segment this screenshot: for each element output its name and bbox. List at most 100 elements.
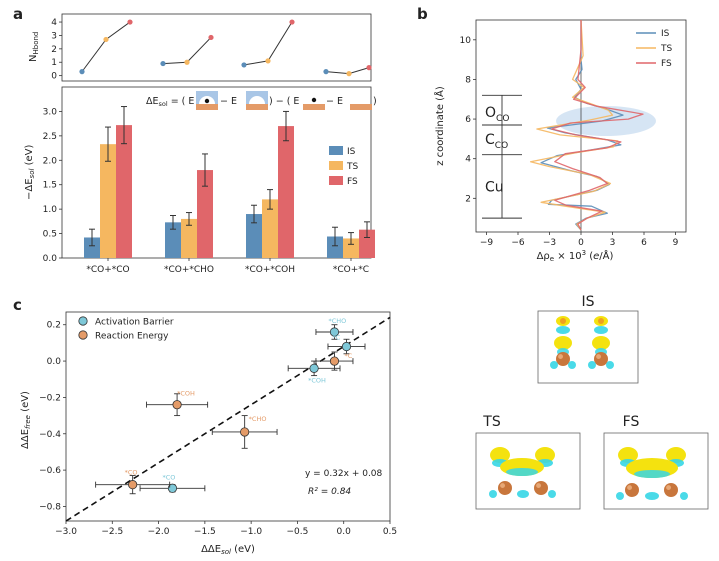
formula-minus-1: − E (220, 96, 237, 107)
isosurface (554, 336, 572, 350)
b-charge-density-plot: OCO CCO Cu −9 −6 −3 0 3 6 9 2 4 6 8 10 IS TS FS z coord… (433, 19, 687, 263)
c-ytick-label: 0.0 (47, 357, 62, 367)
c-point-label: *CHO (249, 415, 267, 423)
c-xtick-label: −2.5 (101, 527, 123, 537)
a-legend-label-FS: FS (347, 177, 358, 187)
isosurface (616, 492, 624, 500)
b-ytick-label: 6 (465, 115, 471, 125)
c-legend-label: Reaction Energy (95, 332, 169, 342)
bar-IS-3 (327, 236, 343, 258)
isosurface (560, 318, 566, 324)
c-xtick-label: −1.0 (240, 527, 262, 537)
bar-TS-1 (181, 218, 197, 258)
solvation-formula: ΔEsol = ( E − E ) − ( E − E (146, 91, 377, 110)
a-top-point (346, 71, 352, 77)
c-frame (65, 311, 391, 522)
a-top-frame (61, 13, 372, 82)
a-top-point (127, 19, 133, 25)
isosurface (556, 326, 570, 334)
isosurface (548, 490, 556, 498)
b-line-FS (550, 20, 644, 231)
bar-IS-0 (84, 237, 100, 258)
a-bottom-xtick-label: *CO+*C (333, 265, 369, 275)
isosurface (588, 361, 596, 369)
c-point (172, 400, 182, 410)
a-bottom-ytick-label: 1.5 (43, 181, 57, 191)
c-point (341, 341, 352, 352)
icon-surface-with-adsorbate-solvated (196, 91, 218, 110)
atom (556, 352, 570, 366)
a-top-point (366, 65, 372, 71)
c-legend-label: Activation Barrier (95, 318, 174, 328)
a-bottom-ytick-label: 2.5 (43, 132, 57, 142)
c-point-label: *CO (162, 473, 175, 481)
a-bottom-ytick-label: 3.0 (43, 107, 58, 117)
atom (625, 483, 639, 497)
bar-IS-2 (246, 214, 262, 258)
isosurface (592, 336, 610, 350)
a-top-ylabel: NHbond (28, 32, 40, 62)
b-ytick-label: 4 (465, 155, 471, 165)
bar-IS-1 (165, 222, 181, 258)
a-top-point (79, 69, 85, 75)
a-bottom-xtick-label: *CO+*CHO (164, 265, 214, 275)
isosurface (594, 326, 608, 334)
isosurface (568, 361, 576, 369)
isosurface (645, 492, 659, 500)
structure-render-ts (489, 447, 556, 498)
a-bottom-bar-chart: 0.0 0.5 1.0 1.5 2.0 2.5 3.0 *CO+*CO *CO+*CHO *CO… (24, 86, 377, 275)
bar-FS-2 (278, 126, 294, 258)
bar-TS-0 (100, 144, 116, 258)
c-ytick-label: −0.2 (39, 393, 61, 403)
atom-highlight (500, 483, 505, 488)
c-fit-r2: R² = 0.84 (308, 487, 351, 497)
c-ylabel: ΔΔEfree (eV) (20, 391, 32, 449)
b-legend-label-FS: FS (661, 59, 672, 69)
isosurface (606, 361, 614, 369)
a-top-ytick-label: 0 (51, 72, 57, 82)
isosurface (506, 468, 538, 476)
formula-mid: ) − ( E (269, 96, 299, 107)
structure-box-is (537, 310, 639, 384)
c-point (329, 327, 340, 337)
c-point-label: *C (332, 334, 340, 342)
panel-label-c: c (13, 296, 22, 314)
isosurface (666, 447, 686, 463)
a-legend: IS TS FS (329, 146, 358, 187)
atom (534, 481, 548, 495)
b-ytick-label: 8 (465, 75, 471, 85)
a-top-ytick-label: 3 (51, 31, 57, 41)
b-xlabel: Δρe × 103 (e/Å) (537, 249, 614, 263)
a-legend-swatch-TS (329, 161, 343, 170)
atom-highlight (596, 354, 601, 359)
b-xtick-label: 0 (578, 238, 584, 248)
c-point (128, 480, 138, 490)
c-xlabel: ΔΔEsol (eV) (201, 544, 255, 556)
structure-render-fs (616, 447, 688, 500)
b-region-label: CCO (485, 132, 508, 151)
structure-label-is: IS (581, 294, 594, 310)
a-top-point (103, 36, 109, 43)
isosurface (517, 490, 529, 498)
a-top-ytick-label: 2 (51, 45, 57, 55)
c-point-label: *CHO (328, 317, 346, 325)
atom (664, 483, 678, 497)
c-point (329, 356, 340, 366)
b-line-TS (529, 19, 619, 231)
a-top-ytick-label: 1 (51, 58, 57, 68)
a-bottom-xtick-label: *CO+*COH (245, 265, 295, 275)
formula-text: ΔEsol = ( E (146, 96, 194, 108)
c-point-label: *C (344, 352, 352, 360)
c-ytick-label: −0.6 (39, 466, 61, 476)
formula-minus-2: − E (326, 96, 343, 107)
b-legend-label-IS: IS (661, 29, 670, 39)
atom-highlight (558, 354, 563, 359)
a-bottom-ytick-label: 2.0 (43, 156, 58, 166)
c-ytick-label: 0.2 (47, 321, 61, 331)
c-xtick-label: 0.0 (337, 527, 352, 537)
a-bottom-frame (61, 86, 372, 259)
c-xtick-label: −0.5 (286, 527, 308, 537)
isosurface (490, 447, 510, 463)
atom-highlight (536, 483, 541, 488)
a-bottom-ytick-label: 0.0 (43, 254, 58, 264)
